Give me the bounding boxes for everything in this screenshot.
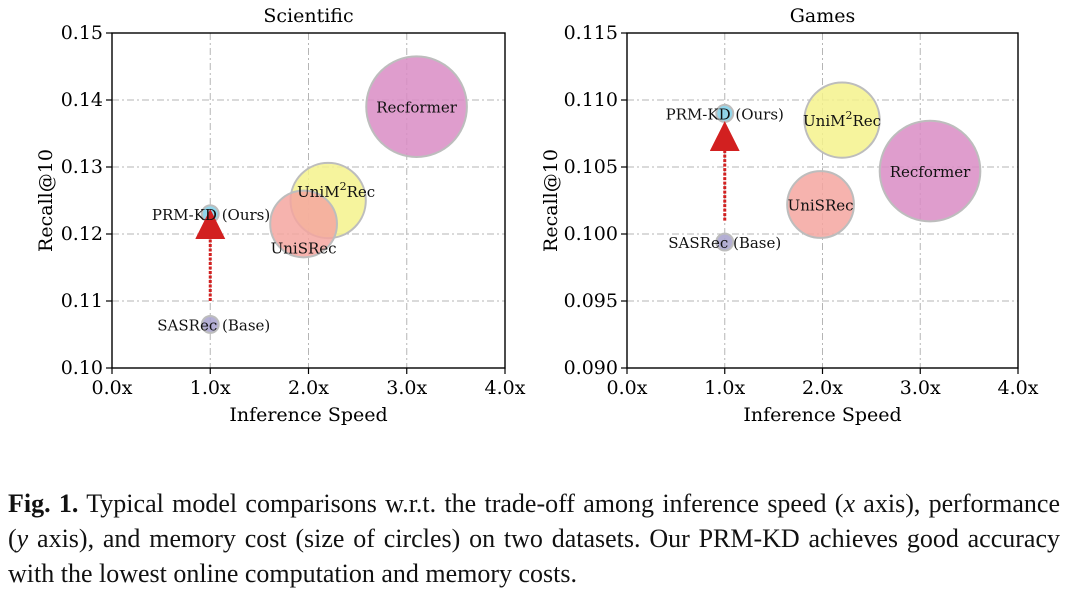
data-label: UniM2Rec (803, 109, 881, 130)
x-axis-label: Inference Speed (229, 404, 387, 426)
x-tick-label: 2.0x (802, 377, 843, 399)
y-tick-label: 0.095 (564, 290, 618, 312)
data-label: SASRec (Base) (157, 316, 270, 334)
caption-label: Fig. 1. (8, 489, 79, 518)
scientific-chart: Scientific 0.0x 1.0x 2.0x 3.0x 4.0x 0.10 0.11 0.… (35, 5, 526, 426)
y-tick-label: 0.110 (564, 89, 618, 111)
bubble-unisrec (269, 189, 338, 259)
x-tick-label: 4.0x (485, 377, 526, 399)
bubble-recformer (878, 119, 982, 223)
y-tick-label: 0.11 (61, 290, 103, 312)
data-label: Recformer (376, 99, 457, 117)
data-label: PRM-KD (Ours) (666, 105, 784, 123)
y-tick-label: 0.100 (564, 223, 618, 245)
caption-text-2: axis), performance ( (8, 489, 1061, 553)
chart-title: Games (790, 5, 856, 27)
caption-y-symbol: y (16, 524, 29, 553)
data-label: SASRec (Base) (668, 234, 781, 252)
y-tick-label: 0.13 (61, 156, 103, 178)
x-axis-label: Inference Speed (743, 404, 901, 426)
figure-caption: Fig. 1. Typical model comparisons w.r.t.… (8, 486, 1060, 591)
data-label: UniSRec (271, 239, 337, 257)
caption-text-1: Typical model comparisons w.r.t. the tra… (86, 489, 844, 518)
y-axis-label: Recall@10 (540, 149, 562, 252)
y-tick-label: 0.12 (61, 223, 103, 245)
x-tick-label: 2.0x (288, 377, 329, 399)
y-tick-label: 0.115 (564, 22, 618, 44)
y-tick-label: 0.090 (564, 357, 618, 379)
y-tick-label: 0.105 (564, 156, 618, 178)
bubble-sasrec-base (715, 232, 735, 252)
y-tick-label: 0.10 (61, 357, 103, 379)
data-label: UniSRec (788, 197, 854, 215)
y-tick-label: 0.14 (61, 89, 103, 111)
figure-charts: Scientific 0.0x 1.0x 2.0x 3.0x 4.0x 0.10 0.11 0.… (35, 5, 1039, 426)
x-tick-label: 1.0x (704, 377, 745, 399)
x-tick-label: 3.0x (386, 377, 427, 399)
data-label: PRM-KD (Ours) (152, 206, 270, 224)
x-tick-label: 4.0x (998, 377, 1039, 399)
y-tick-label: 0.15 (61, 22, 103, 44)
x-tick-label: 1.0x (190, 377, 231, 399)
caption-text-3: axis), and memory cost (size of circles)… (8, 524, 1060, 588)
chart-title: Scientific (263, 5, 353, 27)
x-tick-label: 3.0x (900, 377, 941, 399)
caption-x-symbol: x (843, 489, 856, 518)
x-tick-label: 0.0x (607, 377, 648, 399)
x-tick-label: 0.0x (92, 377, 133, 399)
data-label: Recformer (890, 163, 971, 181)
bubble-recformer (365, 55, 468, 159)
y-axis-label: Recall@10 (35, 149, 57, 252)
bubble-sasrec-base (200, 314, 220, 334)
data-label: UniM2Rec (297, 180, 375, 201)
bubble-unim2rec (803, 81, 881, 159)
games-chart: Games 0.0x 1.0x 2.0x 3.0x 4.0x 0.090 0.095 0.100… (540, 5, 1039, 426)
bubble-unisrec (786, 170, 855, 239)
